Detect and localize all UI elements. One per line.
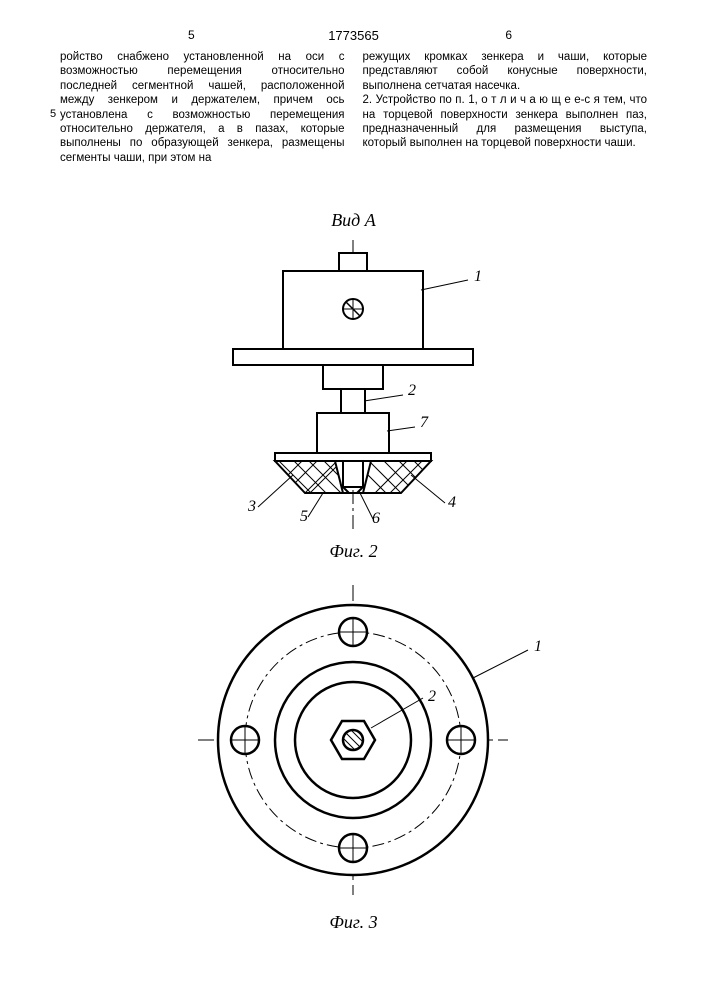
margin-line-number: 5 xyxy=(50,108,56,120)
fig2-callout-2: 2 xyxy=(408,382,416,400)
fig3-drawing xyxy=(0,580,707,920)
fig3-callout-1: 1 xyxy=(534,638,542,656)
fig2-callout-5: 5 xyxy=(300,508,308,526)
text-col-2: режущих кромках зенкера и чаши, которые … xyxy=(363,50,648,165)
fig2-callout-3: 3 xyxy=(248,498,256,516)
page-num-right: 6 xyxy=(505,28,512,42)
fig2-caption: Фиг. 2 xyxy=(0,541,707,562)
text-col-1: ройство снабжено установленной на оси с … xyxy=(60,50,345,165)
fig2-callout-1: 1 xyxy=(474,268,482,286)
fig2-callout-4: 4 xyxy=(448,494,456,512)
figure-2: Вид А xyxy=(0,210,707,562)
fig2-drawing xyxy=(0,235,707,545)
fig2-callout-6: 6 xyxy=(372,510,380,528)
page-num-left: 5 xyxy=(188,28,195,42)
patent-number: 1773565 xyxy=(328,28,379,43)
fig2-callout-7: 7 xyxy=(420,414,428,432)
fig2-title: Вид А xyxy=(0,210,707,231)
fig3-callout-2: 2 xyxy=(428,688,436,706)
body-text: ройство снабжено установленной на оси с … xyxy=(60,50,647,165)
figure-3: 1 2 Фиг. 3 xyxy=(0,580,707,933)
fig3-caption: Фиг. 3 xyxy=(0,912,707,933)
